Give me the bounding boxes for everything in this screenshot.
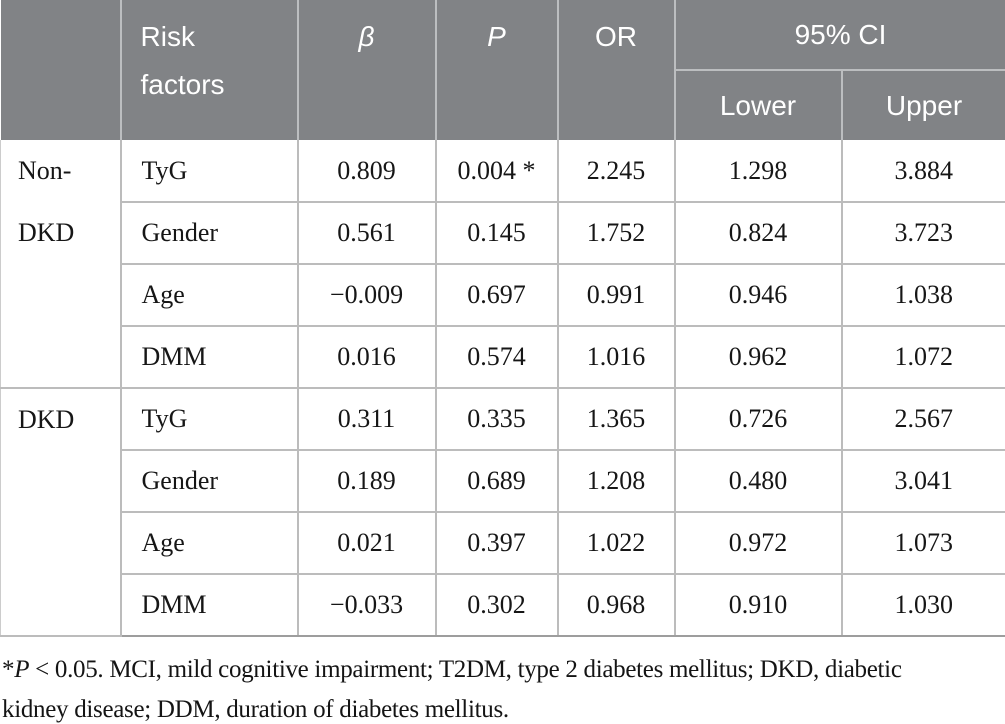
cell-p: 0.697 xyxy=(434,263,559,327)
cell-beta: 0.311 xyxy=(296,387,437,451)
header-beta: β xyxy=(296,0,436,140)
header-risk-factors: Risk factors xyxy=(119,0,298,140)
cell-ci-upper: 1.072 xyxy=(840,325,1005,389)
group-label-non-dkd: Non-DKD xyxy=(0,140,122,389)
group-label-dkd: DKD xyxy=(0,387,122,637)
cell-ci-lower: 0.824 xyxy=(673,201,843,265)
cell-ci-upper: 1.073 xyxy=(840,511,1005,575)
header-ci-upper: Upper xyxy=(840,70,1005,140)
header-ci: 95% CI xyxy=(673,0,1005,71)
cell-beta: 0.189 xyxy=(296,449,437,513)
cell-beta: 0.561 xyxy=(296,201,437,265)
cell-beta: 0.809 xyxy=(296,140,437,203)
table-row: Gender 0.561 0.145 1.752 0.824 3.723 xyxy=(1,201,1005,265)
cell-ci-upper: 1.030 xyxy=(840,573,1005,637)
cell-factor: DMM xyxy=(119,573,299,637)
cell-ci-upper: 2.567 xyxy=(840,387,1005,451)
cell-p: 0.145 xyxy=(434,201,559,265)
cell-p: 0.302 xyxy=(434,573,559,637)
cell-ci-upper: 1.038 xyxy=(840,263,1005,327)
risk-factors-table: Risk factors β P OR 95% CI Lower Upper N… xyxy=(0,0,1005,637)
cell-ci-lower: 0.972 xyxy=(673,511,843,575)
cell-ci-upper: 3.041 xyxy=(840,449,1005,513)
cell-or: 2.245 xyxy=(556,140,676,203)
table-body: Non-DKD TyG 0.809 0.004 * 2.245 1.298 3.… xyxy=(0,140,1005,637)
cell-ci-upper: 3.884 xyxy=(840,140,1005,203)
cell-ci-upper: 3.723 xyxy=(840,201,1005,265)
cell-beta: −0.009 xyxy=(296,263,437,327)
cell-or: 0.968 xyxy=(556,573,676,637)
cell-ci-lower: 0.910 xyxy=(673,573,843,637)
cell-ci-lower: 0.726 xyxy=(673,387,843,451)
table-row: Non-DKD TyG 0.809 0.004 * 2.245 1.298 3.… xyxy=(0,140,1005,389)
table-header: Risk factors β P OR 95% CI Lower Upper xyxy=(0,0,1005,140)
cell-or: 0.991 xyxy=(556,263,676,327)
table-row: DMM −0.033 0.302 0.968 0.910 1.030 xyxy=(1,573,1005,637)
table-row: Age −0.009 0.697 0.991 0.946 1.038 xyxy=(1,263,1005,327)
cell-ci-lower: 0.480 xyxy=(673,449,843,513)
cell-beta: 0.016 xyxy=(296,325,437,389)
cell-or: 1.752 xyxy=(556,201,676,265)
cell-or: 1.208 xyxy=(556,449,676,513)
cell-p: 0.004 * xyxy=(434,140,559,203)
cell-ci-lower: 1.298 xyxy=(673,140,843,203)
footnote-significance-star: * xyxy=(2,656,15,683)
cell-factor: TyG xyxy=(119,140,299,203)
cell-ci-lower: 0.962 xyxy=(673,325,843,389)
cell-or: 1.016 xyxy=(556,325,676,389)
cell-factor: Gender xyxy=(119,449,299,513)
cell-p: 0.335 xyxy=(434,387,559,451)
cell-p: 0.689 xyxy=(434,449,559,513)
table-row: DKD TyG 0.311 0.335 1.365 0.726 2.567 xyxy=(0,387,1005,637)
cell-p: 0.574 xyxy=(434,325,559,389)
table-footnote: *P < 0.05. MCI, mild cognitive impairmen… xyxy=(0,637,954,724)
cell-factor: Age xyxy=(119,263,299,327)
cell-p: 0.397 xyxy=(434,511,559,575)
table-row: Gender 0.189 0.689 1.208 0.480 3.041 xyxy=(1,449,1005,513)
table-row: Age 0.021 0.397 1.022 0.972 1.073 xyxy=(1,511,1005,575)
header-p-value: P xyxy=(434,0,558,140)
cell-ci-lower: 0.946 xyxy=(673,263,843,327)
cell-factor: TyG xyxy=(119,387,299,451)
cell-beta: −0.033 xyxy=(296,573,437,637)
header-odds-ratio: OR xyxy=(556,0,675,140)
table-row: DMM 0.016 0.574 1.016 0.962 1.072 xyxy=(1,325,1005,389)
header-ci-lower: Lower xyxy=(673,70,842,140)
cell-factor: Gender xyxy=(119,201,299,265)
cell-beta: 0.021 xyxy=(296,511,437,575)
cell-or: 1.022 xyxy=(556,511,676,575)
header-corner-cell xyxy=(0,0,121,140)
cell-factor: Age xyxy=(119,511,299,575)
cell-or: 1.365 xyxy=(556,387,676,451)
footnote-p-symbol: P xyxy=(14,656,30,683)
cell-factor: DMM xyxy=(119,325,299,389)
footnote-text: < 0.05. MCI, mild cognitive impairment; … xyxy=(2,656,902,723)
